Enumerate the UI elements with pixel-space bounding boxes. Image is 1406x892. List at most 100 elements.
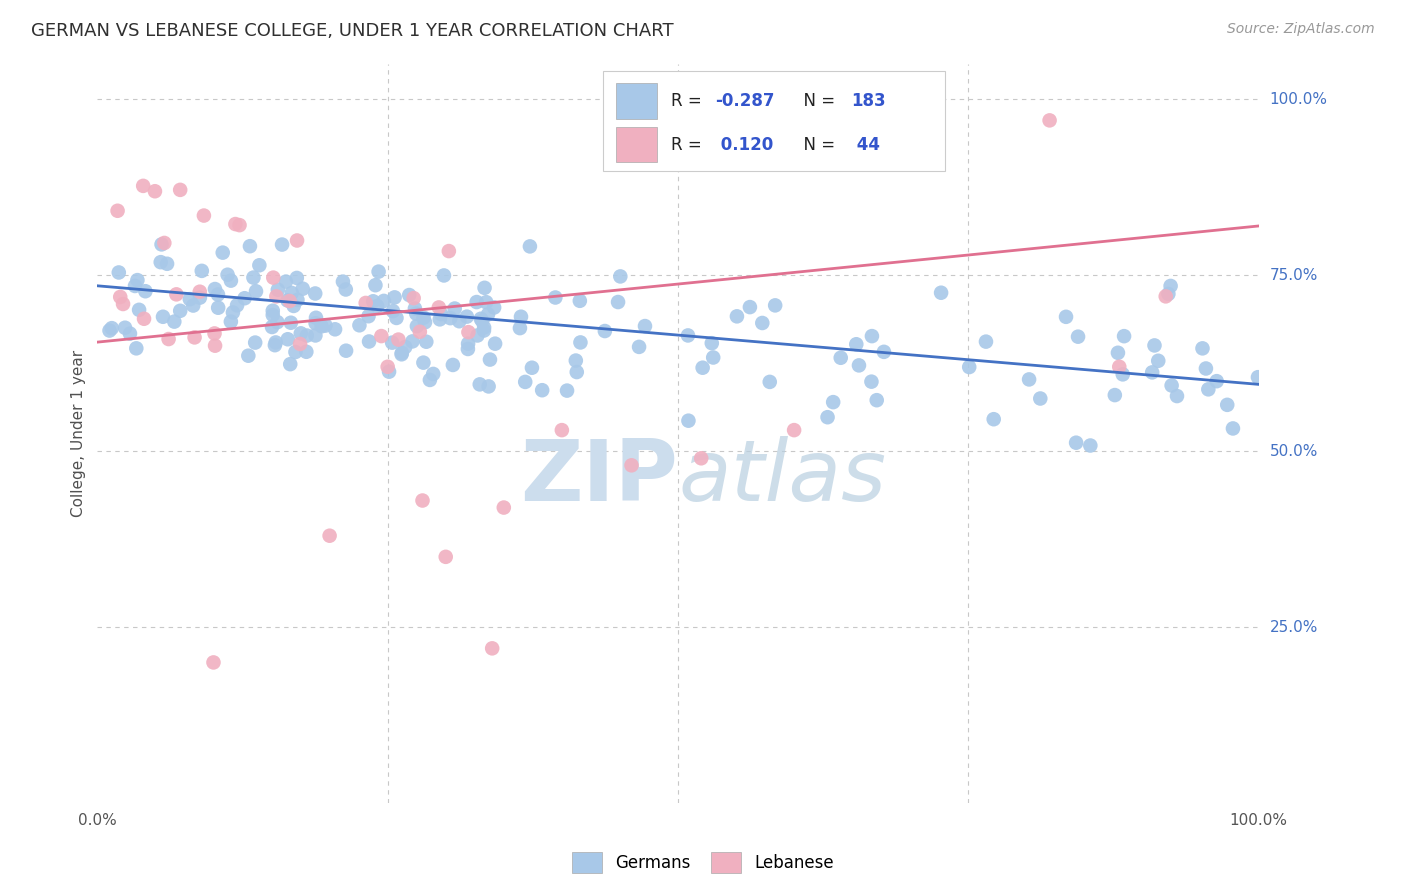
FancyBboxPatch shape (603, 71, 945, 171)
Point (157, 332, 180, 346)
Point (404, 301, 426, 316)
Point (191, 264, 214, 278)
Point (311, 319, 333, 334)
Point (354, 296, 377, 310)
Point (238, 349, 260, 363)
Point (477, 307, 499, 321)
Point (1054, 310, 1077, 324)
Point (271, 237, 294, 252)
Point (1205, 374, 1227, 388)
Point (262, 308, 284, 322)
Text: 183: 183 (851, 92, 886, 110)
Point (280, 316, 302, 330)
Point (1216, 398, 1239, 412)
Point (101, 321, 124, 335)
Point (1195, 361, 1218, 376)
Point (1154, 289, 1177, 303)
Point (873, 344, 896, 359)
Point (204, 326, 226, 341)
Point (478, 352, 501, 367)
Text: atlas: atlas (678, 436, 886, 519)
Point (551, 423, 574, 437)
Point (457, 342, 479, 356)
Point (204, 282, 226, 296)
Point (422, 367, 444, 381)
Text: -0.287: -0.287 (716, 92, 775, 110)
Point (149, 255, 172, 269)
Point (124, 279, 146, 293)
Point (323, 322, 346, 336)
Point (202, 656, 225, 670)
Point (929, 285, 952, 300)
Point (107, 265, 129, 279)
Point (153, 235, 176, 250)
Point (738, 300, 761, 314)
Point (285, 234, 308, 248)
Point (295, 328, 318, 343)
Point (134, 284, 156, 298)
Point (335, 343, 357, 358)
Point (565, 365, 588, 379)
Point (278, 293, 301, 308)
Point (441, 358, 464, 372)
Point (118, 326, 141, 341)
Point (156, 257, 179, 271)
Point (394, 340, 416, 354)
Point (430, 307, 453, 321)
Point (1108, 359, 1130, 374)
Point (1191, 342, 1213, 356)
Point (107, 203, 129, 218)
Point (217, 268, 239, 282)
Point (481, 641, 503, 656)
Point (239, 239, 262, 253)
Point (266, 289, 288, 303)
Point (472, 320, 495, 334)
Point (163, 315, 186, 329)
Point (247, 258, 270, 272)
Point (266, 315, 288, 329)
Point (222, 305, 245, 319)
Text: ZIP: ZIP (520, 436, 678, 519)
Point (443, 301, 465, 316)
Point (620, 458, 643, 473)
Point (204, 339, 226, 353)
Point (384, 290, 406, 304)
Point (112, 297, 135, 311)
Point (207, 301, 229, 315)
Point (1104, 388, 1126, 402)
Point (284, 345, 307, 359)
Point (519, 239, 541, 253)
Point (406, 319, 429, 334)
Point (437, 244, 460, 258)
Point (692, 360, 714, 375)
Point (366, 299, 388, 313)
Text: GERMAN VS LEBANESE COLLEGE, UNDER 1 YEAR CORRELATION CHART: GERMAN VS LEBANESE COLLEGE, UNDER 1 YEAR… (31, 22, 673, 40)
Point (295, 344, 318, 359)
Point (188, 285, 211, 299)
Text: R =: R = (671, 136, 707, 153)
Point (262, 303, 284, 318)
Point (398, 288, 420, 302)
Legend: Germans, Lebanese: Germans, Lebanese (565, 846, 841, 880)
Point (267, 283, 290, 297)
Point (183, 330, 205, 344)
Point (364, 278, 387, 293)
Point (1112, 329, 1135, 343)
Point (1143, 338, 1166, 352)
Point (628, 340, 651, 354)
Point (318, 529, 340, 543)
Point (983, 412, 1005, 426)
Point (169, 303, 191, 318)
Point (457, 336, 479, 351)
Point (569, 335, 592, 350)
Point (211, 245, 233, 260)
Bar (616, 83, 657, 119)
Point (152, 310, 174, 324)
Point (690, 451, 713, 466)
Point (349, 318, 371, 333)
Point (467, 328, 489, 343)
Point (125, 342, 148, 356)
Point (110, 290, 132, 304)
Point (277, 332, 299, 346)
Point (169, 183, 191, 197)
